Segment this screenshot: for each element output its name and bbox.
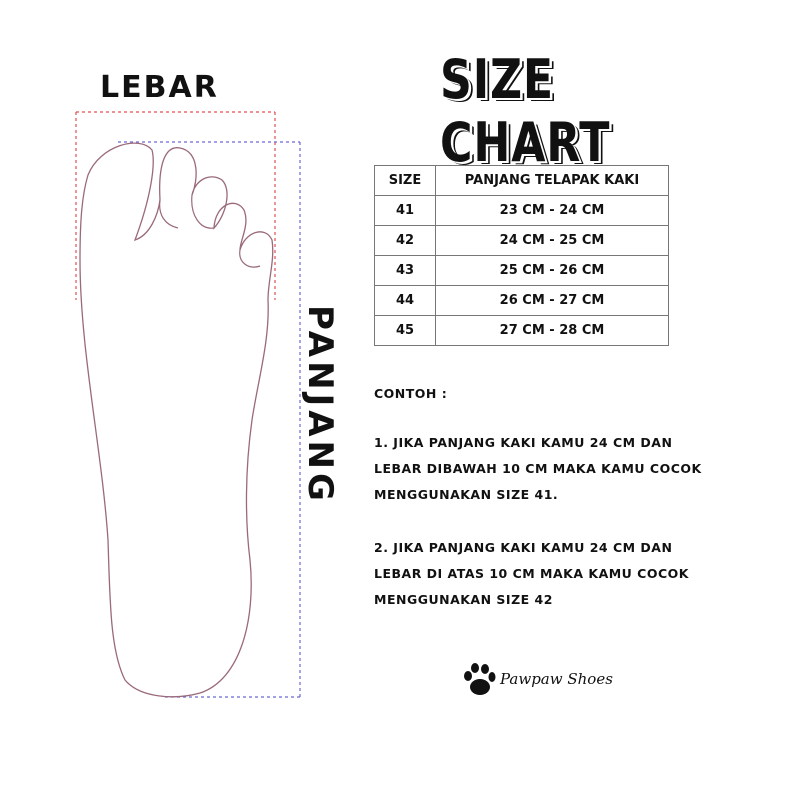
example-line: MENGGUNAKAN SIZE 41. — [374, 487, 559, 502]
table-row: 41 23 CM - 24 CM — [374, 195, 669, 226]
size-table: SIZE PANJANG TELAPAK KAKI 41 23 CM - 24 C… — [374, 165, 669, 346]
table-row: 45 27 CM - 28 CM — [374, 315, 669, 346]
length-guide — [118, 141, 301, 698]
size-cell: 43 — [374, 255, 436, 286]
header-size: SIZE — [374, 165, 436, 196]
length-cell: 26 CM - 27 CM — [435, 285, 669, 316]
width-guide — [75, 111, 276, 300]
example-line: 1. JIKA PANJANG KAKI KAMU 24 CM DAN — [374, 435, 673, 450]
example-line: 2. JIKA PANJANG KAKI KAMU 24 CM DAN — [374, 540, 673, 555]
example-line: LEBAR DIBAWAH 10 CM MAKA KAMU COCOK — [374, 461, 702, 476]
header-length: PANJANG TELAPAK KAKI — [435, 165, 669, 196]
paw-icon — [464, 663, 496, 695]
table-header-row: SIZE PANJANG TELAPAK KAKI — [374, 165, 669, 196]
length-label: PANJANG — [300, 305, 340, 505]
size-cell: 41 — [374, 195, 436, 226]
length-cell: 27 CM - 28 CM — [435, 315, 669, 346]
size-cell: 44 — [374, 285, 436, 316]
page-title: SIZE CHART — [440, 48, 611, 174]
brand-name: Pawpaw Shoes — [500, 670, 613, 688]
example-2: 2. JIKA PANJANG KAKI KAMU 24 CM DAN LEBA… — [374, 535, 689, 613]
table-row: 43 25 CM - 26 CM — [374, 255, 669, 286]
table-row: 44 26 CM - 27 CM — [374, 285, 669, 316]
length-cell: 23 CM - 24 CM — [435, 195, 669, 226]
length-cell: 24 CM - 25 CM — [435, 225, 669, 256]
example-line: MENGGUNAKAN SIZE 42 — [374, 592, 553, 607]
size-cell: 45 — [374, 315, 436, 346]
brand-logo: Pawpaw Shoes — [462, 662, 613, 696]
size-cell: 42 — [374, 225, 436, 256]
table-row: 42 24 CM - 25 CM — [374, 225, 669, 256]
width-label: LEBAR — [100, 70, 219, 105]
example-heading: CONTOH : — [374, 386, 448, 401]
length-cell: 25 CM - 26 CM — [435, 255, 669, 286]
example-line: LEBAR DI ATAS 10 CM MAKA KAMU COCOK — [374, 566, 689, 581]
example-1: 1. JIKA PANJANG KAKI KAMU 24 CM DAN LEBA… — [374, 430, 702, 508]
foot-outline — [79, 142, 274, 698]
